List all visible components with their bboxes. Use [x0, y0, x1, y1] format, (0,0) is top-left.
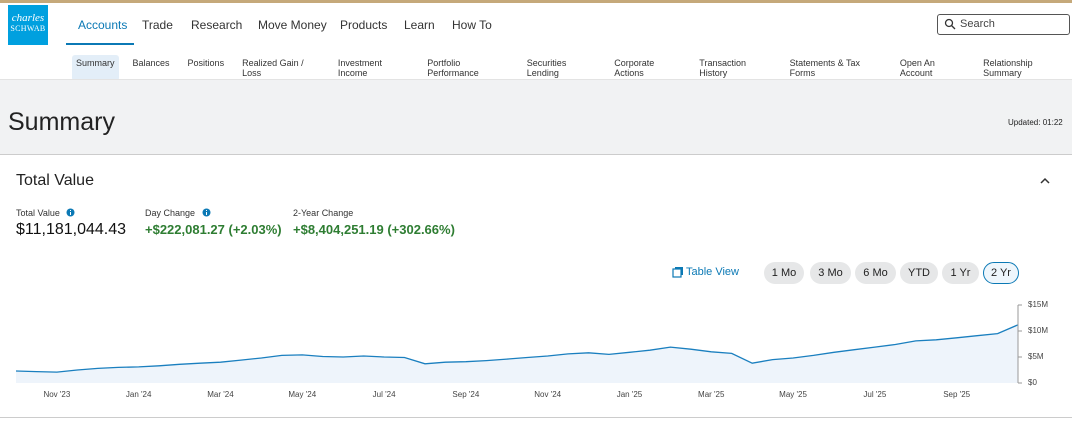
collapse-icon[interactable]	[1039, 176, 1051, 186]
metric-label: Total Value	[16, 208, 60, 218]
table-view-link[interactable]: Table View	[686, 266, 739, 278]
table-icon	[672, 267, 683, 278]
sub-nav-item[interactable]: Positions	[187, 58, 225, 68]
info-icon[interactable]	[202, 208, 211, 217]
nav-item[interactable]: Products	[340, 18, 388, 32]
range-button[interactable]: 2 Yr	[983, 262, 1019, 284]
sub-nav-item[interactable]: Portfolio Performance	[427, 58, 479, 78]
updated-time: Updated: 01:22	[1008, 118, 1063, 127]
x-tick-label: Jan '24	[126, 390, 152, 399]
metric-value: +$222,081.27 (+2.03%)	[145, 222, 282, 237]
range-button[interactable]: 3 Mo	[810, 262, 851, 284]
card-title: Total Value	[16, 172, 94, 189]
x-tick-label: May '25	[779, 390, 807, 399]
search-placeholder: Search	[960, 18, 995, 30]
range-button[interactable]: YTD	[900, 262, 938, 284]
sub-nav: Summary Balances Positions Realized Gain / …	[72, 55, 1072, 81]
x-tick-label: Jul '25	[863, 390, 886, 399]
nav-item[interactable]: Learn	[404, 18, 435, 32]
sub-nav-item[interactable]: Transaction History	[699, 58, 746, 78]
x-tick-label: Sep '25	[943, 390, 970, 399]
sub-nav-item[interactable]: Relationship Summary	[983, 58, 1033, 78]
y-tick-label: $0	[1028, 378, 1037, 387]
range-button[interactable]: 1 Yr	[942, 262, 979, 284]
value-line	[15, 324, 1019, 373]
x-tick-label: Sep '24	[452, 390, 479, 399]
y-tick-label: $5M	[1028, 352, 1044, 361]
nav-item[interactable]: How To	[452, 18, 492, 32]
sub-nav-item[interactable]: Corporate Actions	[614, 58, 655, 78]
sub-nav-item[interactable]: Open An Account	[899, 58, 935, 78]
logo[interactable]: charles SCHWAB	[8, 5, 48, 45]
nav-item[interactable]: Accounts	[78, 18, 128, 32]
metric-value: $11,181,044.43	[16, 221, 127, 238]
nav-item[interactable]: Trade	[142, 18, 173, 32]
active-underline	[66, 43, 134, 45]
search-box[interactable]: Search	[937, 14, 1070, 35]
logo-text: SCHWAB	[10, 24, 46, 33]
info-icon[interactable]	[66, 208, 75, 217]
x-tick-label: Nov '24	[534, 390, 561, 399]
sub-nav-item[interactable]: Summary	[72, 55, 119, 81]
x-tick-label: Nov '23	[43, 390, 70, 399]
metric-value: +$8,404,251.19 (+302.66%)	[293, 222, 455, 237]
range-button[interactable]: 1 Mo	[764, 262, 804, 284]
metric-label: Day Change	[145, 208, 196, 218]
page-title: Summary	[8, 108, 115, 136]
y-tick-label: $15M	[1028, 300, 1048, 309]
chart: $0 $5M $10M $15M Nov '23 Jan '24 Mar '24 May '2…	[15, 300, 1048, 399]
metric-label: 2-Year Change	[293, 208, 354, 218]
x-tick-label: Jul '24	[373, 390, 396, 399]
area-fill	[16, 324, 1018, 383]
card-border	[0, 417, 1072, 418]
header-band	[0, 79, 1072, 155]
sub-nav-item[interactable]: Realized Gain / Loss	[242, 58, 304, 78]
x-tick-label: Jan '25	[617, 390, 643, 399]
logo-text: charles	[11, 12, 45, 24]
top-bar	[0, 0, 1072, 3]
x-tick-label: May '24	[288, 390, 316, 399]
y-tick-label: $10M	[1028, 326, 1048, 335]
x-tick-label: Mar '25	[698, 390, 725, 399]
sub-nav-item[interactable]: Statements & Tax Forms	[789, 58, 861, 78]
range-button[interactable]: 6 Mo	[855, 262, 896, 284]
sub-nav-item[interactable]: Balances	[132, 58, 170, 68]
nav-item[interactable]: Move Money	[258, 18, 327, 32]
sub-nav-item[interactable]: Securities Lending	[526, 58, 567, 78]
x-tick-label: Mar '24	[207, 390, 234, 399]
sub-nav-item[interactable]: Investment Income	[337, 58, 382, 78]
search-icon	[944, 18, 956, 30]
nav-item[interactable]: Research	[191, 18, 243, 32]
